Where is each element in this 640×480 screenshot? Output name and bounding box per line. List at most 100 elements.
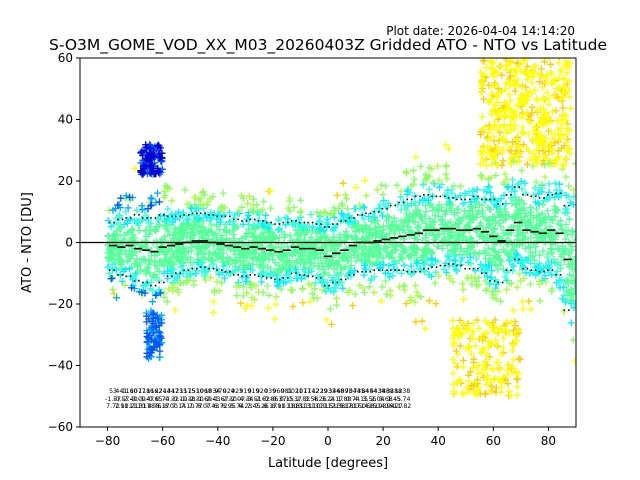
stat-label: 3.58 <box>305 396 319 403</box>
x-axis-ticks: −80 −60 −40 −20 0 20 40 60 80 <box>95 427 556 448</box>
stat-label: 17.06 <box>352 403 370 410</box>
stat-label: 441 <box>115 388 127 395</box>
stat-label: 919 <box>248 388 260 395</box>
y-axis-ticks: −60 −40 −20 0 20 40 60 <box>48 51 80 434</box>
stat-label: -2.43 <box>204 396 220 403</box>
x-tick-label: 20 <box>375 434 390 448</box>
stat-label: 3448 <box>328 388 344 395</box>
stat-label: -0.65 <box>146 396 162 403</box>
stat-label: 0.74 <box>346 396 360 403</box>
stat-label: 4.26 <box>313 396 327 403</box>
y-tick-label: 40 <box>58 113 73 127</box>
stat-label: 2.17 <box>329 396 343 403</box>
stat-label: 2.82 <box>296 396 310 403</box>
stat-label: 53 <box>109 388 117 395</box>
stat-label: -5.74 <box>394 396 410 403</box>
stat-label: 1160 <box>122 388 138 395</box>
stat-label: 1142 <box>304 388 320 395</box>
stat-label: -1.38 <box>179 396 195 403</box>
x-tick-label: −40 <box>205 434 230 448</box>
stat-label: 10.21 <box>121 403 139 410</box>
stat-label: 3.56 <box>362 396 376 403</box>
stat-label: 7.45 <box>247 403 261 410</box>
stat-label: 4434 <box>370 388 386 395</box>
stat-label: 7.72 <box>106 403 120 410</box>
stat-label: 1077 <box>295 388 311 395</box>
stat-label: -3.09 <box>130 396 146 403</box>
stat-label: 7.77 <box>189 403 203 410</box>
stat-label: 7.91 <box>114 403 128 410</box>
stat-label: 1077 <box>130 388 146 395</box>
stat-label: 0.37 <box>288 396 302 403</box>
y-tick-label: 20 <box>58 174 73 188</box>
stat-label: 14.94 <box>377 403 395 410</box>
stat-label: 11.81 <box>286 403 304 410</box>
x-axis-label: Latitude [degrees] <box>268 456 388 471</box>
stat-label: 7.14 <box>172 403 186 410</box>
stat-label: 1235 <box>171 388 187 395</box>
y-axis-label: ATO - NTO [DU] <box>20 192 35 293</box>
stat-label: 3888 <box>378 388 394 395</box>
stat-label: 1186 <box>138 388 154 395</box>
stat-label: 4.15 <box>354 396 368 403</box>
stat-label: 8.76 <box>148 403 162 410</box>
stat-label: 1.45 <box>387 396 401 403</box>
stat-label: -1.69 <box>196 396 212 403</box>
scatter-points <box>104 58 576 400</box>
stat-label: 13.10 <box>303 403 321 410</box>
stat-label: -1.47 <box>138 396 154 403</box>
scatter-series-9 <box>137 141 166 178</box>
stat-label: 16.27 <box>385 403 403 410</box>
stat-label: 13.31 <box>311 403 329 410</box>
x-tick-label: 0 <box>324 434 332 448</box>
stat-label: 6.95 <box>222 403 236 410</box>
stat-label: 5.74 <box>230 403 244 410</box>
stat-label: 1.80 <box>338 396 352 403</box>
stat-label: 960 <box>272 388 284 395</box>
stat-label: 7.10 <box>181 403 195 410</box>
stat-label: 13.11 <box>294 403 312 410</box>
scatter-series-0 <box>104 193 576 304</box>
stat-label: 1510 <box>188 388 204 395</box>
stat-label: 8.00 <box>164 403 178 410</box>
stat-label: 923 <box>231 388 243 395</box>
stat-label: 15.93 <box>369 403 387 410</box>
stat-label: 6.23 <box>238 403 252 410</box>
stat-label: -2.30 <box>221 396 237 403</box>
stat-label: 0.15 <box>280 396 294 403</box>
stat-label: 924 <box>223 388 235 395</box>
stat-label: 7.26 <box>255 403 269 410</box>
stat-label: 6.72 <box>214 403 228 410</box>
stat-label: 2244 <box>155 388 171 395</box>
x-tick-label: −20 <box>260 434 285 448</box>
stat-label: 1175 <box>180 388 196 395</box>
stat-label: -2.07 <box>229 396 245 403</box>
stat-label: 14.81 <box>360 403 378 410</box>
y-tick-label: −60 <box>48 420 73 434</box>
stat-label: -4.34 <box>237 396 253 403</box>
x-tick-label: −80 <box>95 434 120 448</box>
stat-label: 6093 <box>337 388 353 395</box>
stat-label: 7354 <box>353 388 369 395</box>
stat-label: 1238 <box>395 388 411 395</box>
stat-label: -2.40 <box>122 396 138 403</box>
stat-label: 10.18 <box>278 403 296 410</box>
stat-label: 8454 <box>361 388 377 395</box>
stat-label: -1.67 <box>213 396 229 403</box>
x-tick-label: −60 <box>150 434 175 448</box>
stat-label: 17.16 <box>344 403 362 410</box>
y-tick-label: 0 <box>65 236 73 250</box>
stat-label: -0.57 <box>113 396 129 403</box>
stat-label: 11.51 <box>319 403 337 410</box>
stat-label: 939 <box>264 388 276 395</box>
x-tick-label: 40 <box>431 434 446 448</box>
stat-label: -1.57 <box>105 396 121 403</box>
stat-label: 919 <box>239 388 251 395</box>
stat-label: 970 <box>215 388 227 395</box>
stat-label: 1347 <box>163 388 179 395</box>
stat-label: 15.18 <box>336 403 354 410</box>
stat-label: 920 <box>256 388 268 395</box>
stat-label: 2.04 <box>371 396 385 403</box>
